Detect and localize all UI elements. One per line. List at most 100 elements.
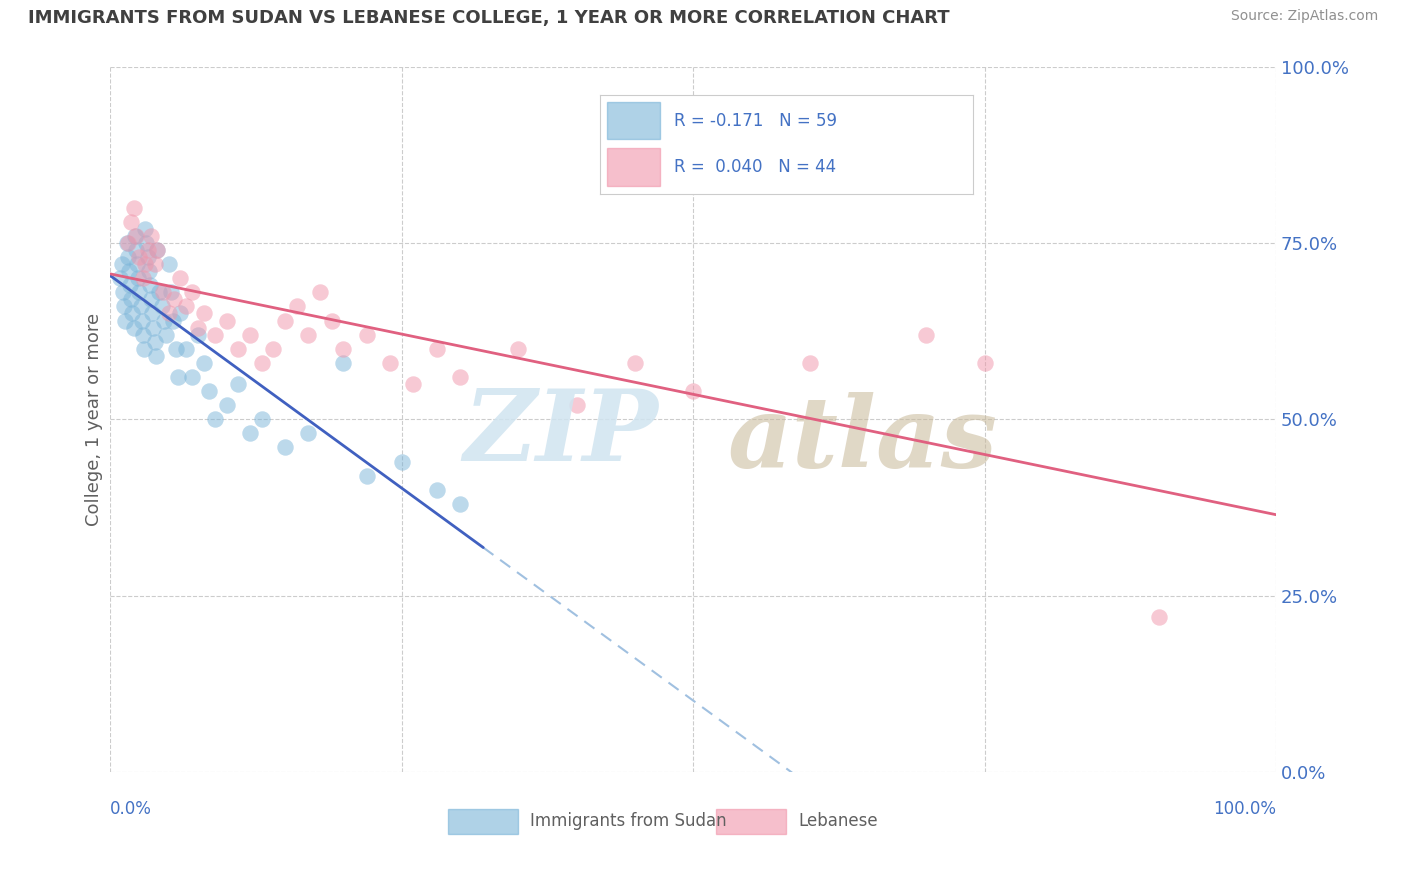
Point: [122, 320, 145, 334]
Point: [114, 313, 136, 327]
Point: [449, 370, 471, 384]
Point: [131, 313, 153, 327]
Point: [565, 398, 588, 412]
Point: [309, 285, 332, 300]
Point: [143, 334, 166, 349]
Point: [449, 497, 471, 511]
Point: [356, 327, 378, 342]
Point: [285, 300, 308, 314]
Point: [426, 342, 449, 356]
Point: [128, 285, 150, 300]
Point: [167, 370, 190, 384]
Point: [157, 306, 180, 320]
Point: [624, 356, 647, 370]
Point: [332, 356, 354, 370]
Point: [120, 278, 142, 293]
Point: [136, 243, 159, 257]
Point: [402, 377, 425, 392]
Point: [135, 235, 157, 250]
Point: [180, 285, 202, 300]
Point: [193, 306, 215, 320]
Y-axis label: College, 1 year or more: College, 1 year or more: [86, 313, 103, 526]
Point: [118, 264, 141, 278]
Point: [169, 306, 191, 320]
Point: [250, 412, 273, 426]
Point: [204, 412, 226, 426]
Point: [132, 271, 155, 285]
Point: [142, 320, 165, 334]
Point: [682, 384, 704, 398]
Point: [139, 228, 162, 243]
Point: [321, 313, 343, 327]
Point: [508, 342, 530, 356]
Point: [117, 235, 139, 250]
Point: [332, 342, 354, 356]
Point: [125, 257, 148, 271]
Point: [136, 250, 159, 264]
Bar: [717, 809, 786, 834]
Text: 0.0%: 0.0%: [110, 800, 152, 818]
Point: [122, 201, 145, 215]
Point: [378, 356, 401, 370]
Point: [187, 320, 209, 334]
Point: [117, 250, 139, 264]
Point: [120, 293, 142, 307]
Point: [169, 271, 191, 285]
Point: [120, 215, 142, 229]
Point: [250, 356, 273, 370]
Point: [157, 257, 180, 271]
Bar: [449, 809, 519, 834]
Point: [297, 426, 319, 441]
Point: [129, 300, 152, 314]
Text: Source: ZipAtlas.com: Source: ZipAtlas.com: [1230, 9, 1378, 23]
Point: [148, 285, 170, 300]
Point: [215, 398, 238, 412]
Point: [239, 327, 262, 342]
Point: [115, 235, 138, 250]
Text: atlas: atlas: [728, 392, 998, 489]
Point: [141, 306, 163, 320]
Point: [1149, 609, 1171, 624]
Point: [153, 313, 176, 327]
Text: Lebanese: Lebanese: [799, 813, 877, 830]
Point: [155, 327, 177, 342]
Point: [160, 285, 183, 300]
Point: [263, 342, 285, 356]
Point: [391, 454, 413, 468]
Point: [426, 483, 449, 497]
Point: [215, 313, 238, 327]
Point: [127, 271, 149, 285]
Text: Immigrants from Sudan: Immigrants from Sudan: [530, 813, 727, 830]
Point: [139, 278, 162, 293]
Text: 100.0%: 100.0%: [1213, 800, 1277, 818]
Text: ZIP: ZIP: [463, 385, 658, 482]
Point: [228, 342, 250, 356]
Point: [180, 370, 202, 384]
Point: [146, 243, 169, 257]
Point: [132, 327, 155, 342]
Point: [193, 356, 215, 370]
Point: [174, 342, 197, 356]
Point: [132, 342, 155, 356]
Point: [174, 300, 197, 314]
Point: [125, 228, 148, 243]
Point: [134, 257, 156, 271]
Point: [204, 327, 226, 342]
Point: [163, 293, 186, 307]
Point: [152, 285, 174, 300]
Point: [112, 300, 135, 314]
Point: [239, 426, 262, 441]
Point: [138, 264, 160, 278]
Point: [915, 327, 938, 342]
Point: [274, 441, 297, 455]
Point: [124, 228, 146, 243]
Point: [187, 327, 209, 342]
Point: [134, 222, 156, 236]
Point: [165, 342, 187, 356]
Point: [198, 384, 221, 398]
Text: IMMIGRANTS FROM SUDAN VS LEBANESE COLLEGE, 1 YEAR OR MORE CORRELATION CHART: IMMIGRANTS FROM SUDAN VS LEBANESE COLLEG…: [28, 9, 949, 27]
Point: [112, 285, 135, 300]
Point: [121, 306, 143, 320]
Point: [146, 243, 169, 257]
Point: [145, 349, 167, 363]
